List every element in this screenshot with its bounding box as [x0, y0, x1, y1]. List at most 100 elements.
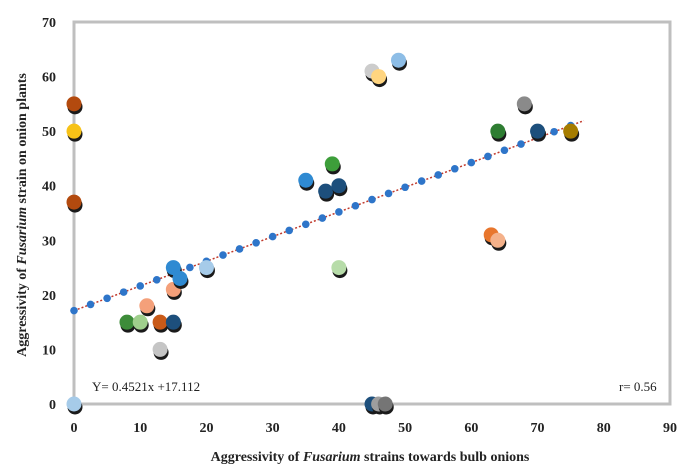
y-axis-label-part: Fusarium — [15, 207, 30, 266]
data-point — [371, 69, 388, 88]
data-point-marker — [490, 123, 506, 139]
data-point — [198, 260, 215, 279]
trendline-dot — [136, 282, 145, 290]
y-axis-ticks: 0 10 20 30 40 50 60 70 — [42, 16, 56, 413]
data-point — [172, 270, 189, 289]
trendline-dot — [467, 158, 476, 167]
data-point — [152, 341, 169, 360]
trendline-path — [73, 119, 585, 312]
x-tick-label: 10 — [133, 421, 147, 436]
trendline-dot — [285, 226, 294, 235]
data-points — [66, 52, 580, 415]
x-tick-label: 50 — [398, 421, 412, 436]
y-axis-label-part: Aggressivity of — [15, 265, 30, 357]
trendline-dot — [450, 164, 459, 173]
y-tick-label: 50 — [42, 125, 56, 140]
x-axis-label-part: strains towards bulb onions — [361, 450, 530, 465]
data-point-marker — [165, 314, 181, 330]
data-point — [377, 396, 394, 415]
data-point — [152, 314, 169, 333]
data-point — [563, 123, 580, 142]
data-point-marker — [298, 172, 314, 188]
data-point-marker — [172, 270, 188, 286]
x-tick-label: 30 — [266, 421, 280, 436]
data-point-marker — [139, 298, 155, 314]
x-tick-label: 60 — [464, 421, 478, 436]
trendline-dot — [401, 183, 409, 192]
plot-area — [72, 20, 672, 406]
trendline-dot — [434, 171, 443, 179]
trendline-dot — [335, 208, 343, 216]
data-point-marker — [331, 260, 347, 276]
trendline-dot — [484, 152, 492, 161]
data-point-marker — [66, 96, 82, 112]
x-axis-ticks: 0 10 20 30 40 50 60 70 80 90 — [71, 421, 678, 436]
y-axis-label: Aggressivity of Fusarium strain on onion… — [15, 73, 30, 357]
x-tick-label: 0 — [71, 421, 78, 436]
data-point-marker — [331, 178, 347, 194]
trendline-dot — [517, 140, 525, 148]
trendline-dot — [86, 300, 95, 309]
trendline-dot — [268, 232, 277, 241]
trendline-dot — [103, 294, 111, 303]
data-point-marker — [132, 314, 148, 330]
data-point-marker — [119, 314, 135, 330]
trendline-dot — [219, 251, 227, 259]
y-tick-label: 70 — [42, 16, 56, 31]
data-point — [298, 172, 315, 191]
x-axis-label-part: Aggressivity of — [211, 450, 303, 465]
data-point — [132, 314, 149, 333]
y-tick-label: 20 — [42, 289, 56, 304]
trendline-dot — [252, 238, 260, 247]
data-point — [530, 123, 547, 142]
trendline — [70, 119, 585, 315]
trendline-dot — [186, 263, 194, 272]
trendline-dot — [152, 275, 161, 284]
data-point — [490, 232, 507, 251]
y-tick-label: 30 — [42, 234, 56, 249]
data-point-marker — [165, 260, 181, 276]
data-point — [66, 396, 83, 415]
y-tick-label: 10 — [42, 343, 56, 358]
trendline-dot — [351, 201, 360, 210]
data-point — [66, 96, 83, 115]
data-point — [119, 314, 136, 333]
data-point-marker — [318, 183, 334, 199]
trendline-dot — [417, 177, 426, 185]
y-tick-label: 60 — [42, 71, 56, 86]
data-point — [324, 156, 341, 175]
data-point-marker — [66, 123, 82, 139]
data-point — [139, 298, 156, 317]
data-point-marker — [66, 396, 82, 412]
x-tick-label: 70 — [531, 421, 545, 436]
trendline-dot — [235, 245, 244, 253]
y-tick-label: 0 — [49, 398, 56, 413]
trendline-dot — [384, 189, 393, 198]
data-point — [165, 281, 182, 300]
x-tick-label: 90 — [663, 421, 677, 436]
data-point — [318, 183, 335, 202]
data-point — [66, 123, 83, 142]
trendline-dot — [318, 214, 327, 222]
data-point-marker — [152, 314, 168, 330]
data-point — [331, 260, 348, 279]
trendline-dot — [550, 127, 558, 136]
data-point-marker — [490, 232, 506, 248]
trendline-dot — [368, 195, 376, 204]
regression-equation: Y= 0.4521x +17.112 — [92, 379, 200, 394]
data-point-marker — [371, 69, 387, 85]
data-point-marker — [516, 96, 532, 112]
trendline-dot — [301, 220, 310, 229]
data-point-marker — [390, 52, 406, 68]
data-point — [165, 314, 182, 333]
data-point-marker — [530, 123, 546, 139]
x-axis-label-part: Fusarium — [302, 450, 361, 465]
x-tick-label: 20 — [199, 421, 213, 436]
y-tick-label: 40 — [42, 180, 56, 195]
data-point-marker — [324, 156, 340, 172]
data-point-marker — [66, 194, 82, 210]
correlation-coefficient: r= 0.56 — [619, 379, 657, 394]
trendline-dot — [119, 288, 128, 296]
trendline-dot — [70, 306, 78, 315]
